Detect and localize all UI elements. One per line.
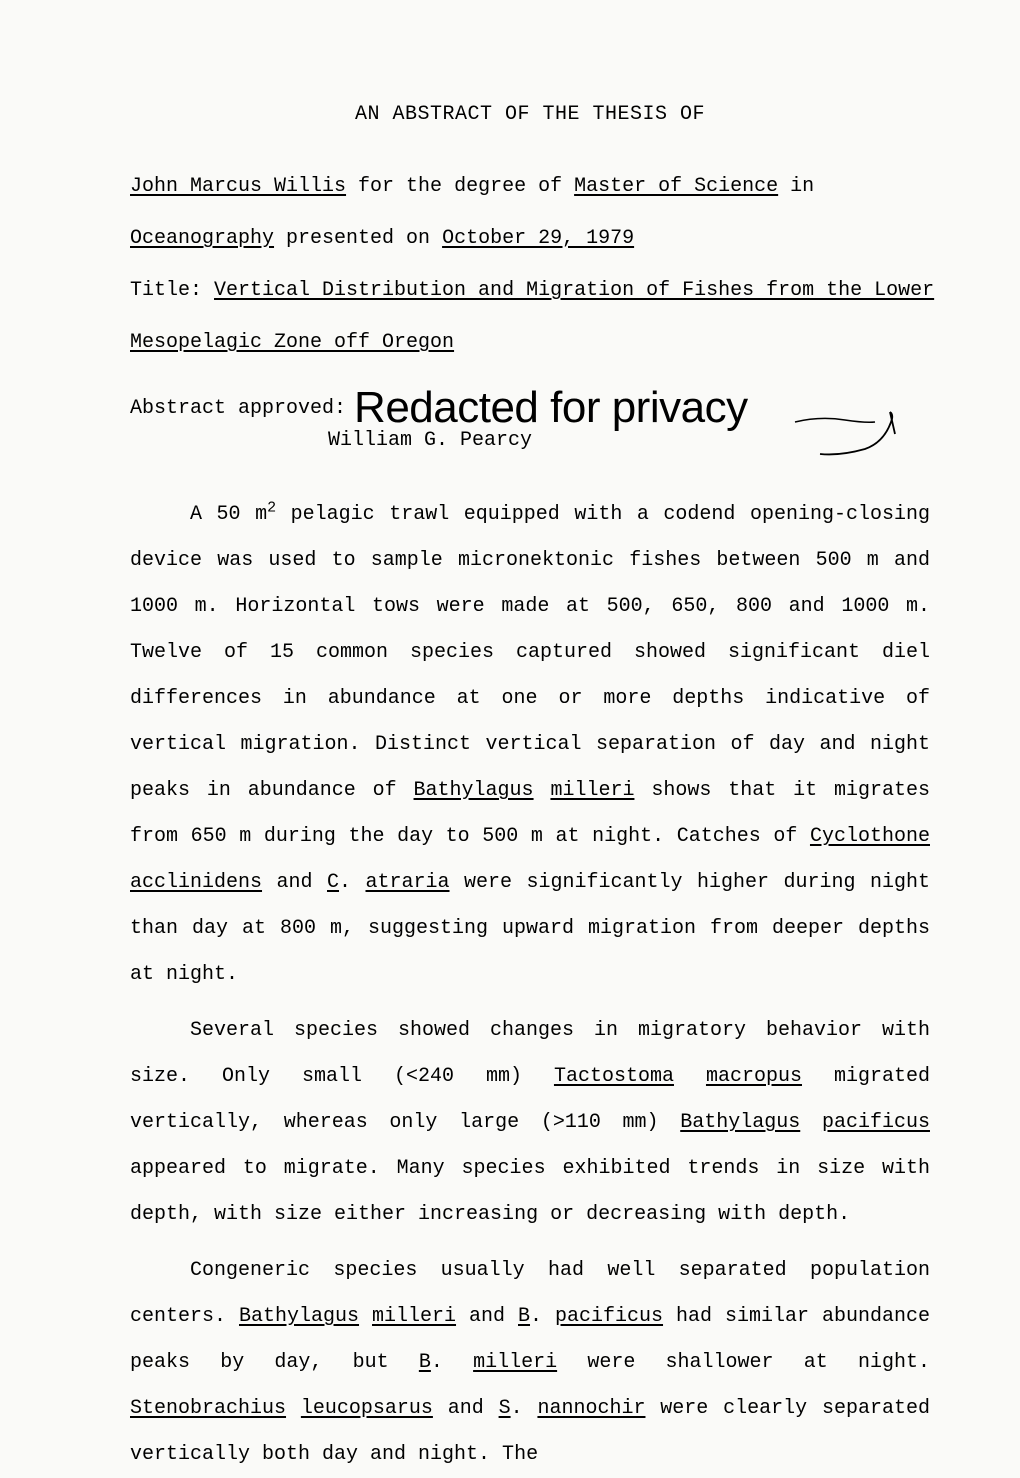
department: Oceanography: [130, 227, 274, 250]
species-name: S: [499, 1397, 511, 1420]
author-line: John Marcus Willis for the degree of Mas…: [130, 172, 930, 202]
text-fragment: .: [431, 1351, 473, 1374]
thesis-title-part-1: Vertical Distribution and Migration of F…: [214, 279, 934, 302]
text-fragment: were shallower at night.: [557, 1351, 930, 1374]
department-line: Oceanography presented on October 29, 19…: [130, 224, 930, 254]
title-label: Title:: [130, 279, 214, 302]
text-fragment: [534, 779, 551, 802]
species-name: nannochir: [537, 1397, 645, 1420]
species-name: Stenobrachius: [130, 1397, 286, 1420]
species-name: macropus: [706, 1065, 802, 1088]
text-fragment: appeared to migrate. Many species exhibi…: [130, 1157, 930, 1226]
page-title: AN ABSTRACT OF THE THESIS OF: [130, 100, 930, 130]
text-fragment: for the degree of: [346, 175, 574, 198]
species-name: milleri: [550, 779, 634, 802]
text-fragment: [359, 1305, 372, 1328]
text-fragment: [674, 1065, 706, 1088]
abstract-paragraph-2: Several species showed changes in migrat…: [130, 1008, 930, 1238]
species-name: Bathylagus: [239, 1305, 359, 1328]
text-fragment: presented on: [274, 227, 442, 250]
author-name: John Marcus Willis: [130, 175, 346, 198]
thesis-title-line-2: Mesopelagic Zone off Oregon: [130, 328, 930, 358]
signature-flourish-icon: [790, 404, 920, 464]
superscript: 2: [267, 499, 276, 516]
species-name: acclinidens: [130, 871, 262, 894]
text-fragment: [286, 1397, 301, 1420]
abstract-approved-label: Abstract approved:: [130, 394, 346, 424]
species-name: Bathylagus: [680, 1111, 800, 1134]
text-fragment: A 50 m: [190, 503, 267, 526]
text-fragment: .: [339, 871, 365, 894]
advisor-signature-line: William G. Pearcy: [328, 426, 930, 456]
thesis-title-line-1: Title: Vertical Distribution and Migrati…: [130, 276, 930, 306]
text-fragment: and: [433, 1397, 499, 1420]
degree: Master of Science: [574, 175, 778, 198]
presentation-date: October 29, 1979: [442, 227, 634, 250]
species-name: Cyclothone: [810, 825, 930, 848]
species-name: leucopsarus: [301, 1397, 433, 1420]
species-name: Tactostoma: [554, 1065, 674, 1088]
text-fragment: in: [778, 175, 814, 198]
thesis-title-part-2: Mesopelagic Zone off Oregon: [130, 331, 454, 354]
text-fragment: .: [530, 1305, 555, 1328]
species-name: atraria: [366, 871, 450, 894]
text-fragment: and: [456, 1305, 518, 1328]
species-name: B: [518, 1305, 530, 1328]
species-name: B: [419, 1351, 431, 1374]
text-fragment: pelagic trawl equipped with a codend ope…: [130, 503, 930, 802]
text-fragment: [800, 1111, 822, 1134]
species-name: milleri: [473, 1351, 557, 1374]
species-name: Bathylagus: [414, 779, 534, 802]
species-name: pacificus: [822, 1111, 930, 1134]
species-name: milleri: [372, 1305, 456, 1328]
species-name: C: [327, 871, 339, 894]
redacted-text: Redacted for privacy: [354, 386, 748, 430]
thesis-header: John Marcus Willis for the degree of Mas…: [130, 172, 930, 456]
advisor-name: William G. Pearcy: [328, 429, 532, 452]
abstract-paragraph-1: A 50 m2 pelagic trawl equipped with a co…: [130, 492, 930, 998]
abstract-paragraph-3: Congeneric species usually had well sepa…: [130, 1248, 930, 1478]
text-fragment: .: [511, 1397, 538, 1420]
species-name: pacificus: [555, 1305, 663, 1328]
text-fragment: and: [262, 871, 327, 894]
